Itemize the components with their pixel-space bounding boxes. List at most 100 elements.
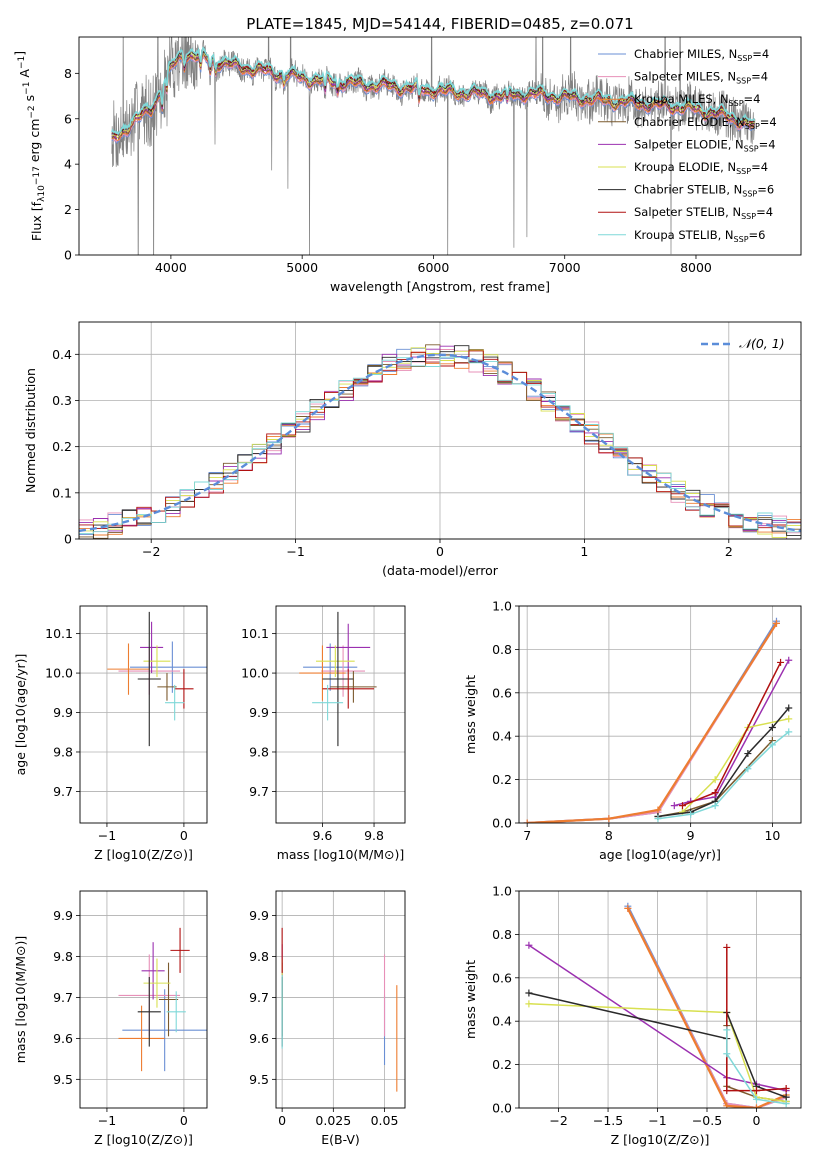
- y-axis-label: mass [log10(M/M⊙)]: [13, 936, 28, 1064]
- x-tick-label: 5000: [286, 260, 318, 275]
- y-tick-label: 0.2: [492, 1057, 512, 1072]
- series-marker: [768, 741, 776, 749]
- legend-text: =4: [756, 205, 773, 219]
- series-marker: [782, 1084, 790, 1092]
- legend-text: Kroupa STELIB, N: [634, 228, 734, 242]
- legend-text: =4: [752, 47, 769, 61]
- x-tick-label: 0: [278, 1113, 286, 1128]
- legend-sub: SSP: [736, 167, 751, 176]
- y-tick-label: 9.8: [53, 949, 73, 964]
- series-line: [527, 622, 778, 823]
- x-tick-label: −1: [286, 544, 304, 559]
- label-script: −1: [17, 56, 27, 69]
- legend-label: Salpeter ELODIE, NSSP=4: [634, 137, 776, 153]
- label-script: λ10: [37, 185, 47, 202]
- series-marker: [523, 819, 531, 823]
- x-tick-label: 0.025: [315, 1113, 351, 1128]
- error-bar-point: [321, 645, 366, 697]
- y-tick-label: 10.0: [45, 666, 73, 681]
- x-tick-label: 9: [687, 828, 695, 843]
- series-marker: [723, 943, 731, 951]
- y-tick-label: 9.9: [249, 705, 269, 720]
- legend-text: =4: [744, 92, 761, 106]
- plot-area: [79, 344, 801, 539]
- error-bar-point: [137, 976, 161, 1047]
- panel-spectrum: 4000 5000 6000 7000 8000 0 2 4 6 8 wavelength [Ang…: [12, 36, 802, 294]
- axes-frame: [518, 605, 802, 824]
- legend-label: Salpeter STELIB, NSSP=4: [634, 205, 773, 221]
- series-marker: [711, 776, 719, 784]
- y-tick-label: 0: [64, 248, 72, 263]
- legend-text: =6: [757, 183, 774, 197]
- y-tick-label: 0.2: [492, 772, 512, 787]
- x-tick-label: 0: [180, 828, 188, 843]
- model-spectrum-line: [111, 53, 755, 141]
- y-axis-label: age [log10(age/yr)]: [13, 654, 28, 776]
- y-tick-label: 10.0: [241, 666, 269, 681]
- error-bar-point: [312, 684, 344, 721]
- label-part: erg cm: [27, 119, 42, 167]
- series-marker: [723, 1087, 731, 1095]
- legend-text: Kroupa MILES, N: [634, 92, 729, 106]
- series-marker: [785, 656, 793, 664]
- y-tick-label: 0.1: [52, 485, 72, 500]
- y-tick-label: 9.6: [249, 1031, 269, 1046]
- series-marker: [785, 728, 793, 736]
- legend-text: Salpeter STELIB, N: [634, 205, 741, 219]
- error-bar-point: [330, 671, 377, 703]
- y-tick-label: 9.8: [53, 744, 73, 759]
- error-bar-point: [118, 1005, 165, 1072]
- error-bar-point: [141, 942, 165, 1000]
- x-tick-label: 6000: [418, 260, 450, 275]
- label-part: Z [log10(Z/Z⊙)]: [94, 847, 193, 862]
- plot-area: [107, 611, 207, 747]
- series-line: [528, 1003, 787, 1103]
- y-tick-label: 6: [64, 111, 72, 126]
- y-tick-label: 9.5: [53, 1072, 73, 1087]
- y-tick-label: 0.2: [52, 439, 72, 454]
- series-marker: [654, 806, 662, 814]
- y-tick-label: 0.6: [492, 970, 512, 985]
- axes-frame: [79, 890, 208, 1109]
- legend-label: Salpeter MILES, NSSP=4: [634, 70, 768, 86]
- x-tick-label: 10: [764, 828, 780, 843]
- label-script: −2: [27, 105, 37, 118]
- series-marker: [723, 1050, 731, 1058]
- y-tick-label: 8: [64, 66, 72, 81]
- error-bar-point: [140, 621, 164, 674]
- error-bar-point: [122, 989, 207, 1072]
- x-axis-label: mass [log10(M/M⊙)]: [277, 847, 405, 862]
- series-marker: [525, 1000, 533, 1008]
- legend-text: =4: [751, 70, 768, 84]
- y-axis-label: Flux [fλ10−17 erg cm−2 s−1 A−1]: [12, 51, 47, 241]
- series-marker: [670, 802, 678, 810]
- legend-sub: SSP: [729, 99, 744, 108]
- panel-age-vs-Z: −1 0 9.7 9.8 9.9 10.0 10.1 Z [log10(Z/Z⊙)] age […: [13, 605, 208, 862]
- series-marker: [782, 1100, 790, 1108]
- error-bar-point: [107, 643, 150, 695]
- residual-histogram: [79, 356, 801, 539]
- series-marker: [744, 750, 752, 758]
- y-tick-label: 10.1: [241, 626, 269, 641]
- legend-sub: SSP: [734, 235, 749, 244]
- label-part: age [log10(age/yr)]: [13, 654, 28, 776]
- legend-text: Chabrier STELIB, N: [634, 183, 742, 197]
- label-part: Flux [f: [29, 201, 44, 241]
- error-bar-point: [143, 958, 171, 1008]
- error-bar-point: [137, 611, 161, 747]
- legend-text: Salpeter MILES, N: [634, 70, 736, 84]
- x-tick-label: 2: [725, 544, 733, 559]
- series-line: [657, 731, 790, 820]
- x-axis-label: (data-model)/error: [382, 563, 499, 578]
- x-axis-label: E(B-V): [321, 1132, 360, 1147]
- series-marker: [744, 765, 752, 773]
- error-bar-point: [143, 645, 171, 678]
- y-tick-label: 9.9: [53, 705, 73, 720]
- series-marker: [723, 1102, 731, 1108]
- series-marker: [624, 904, 632, 912]
- label-part: wavelength [Angstrom, rest frame]: [330, 279, 550, 294]
- y-tick-label: 10.1: [45, 626, 73, 641]
- plot-area: [299, 611, 377, 747]
- series-line: [681, 718, 789, 813]
